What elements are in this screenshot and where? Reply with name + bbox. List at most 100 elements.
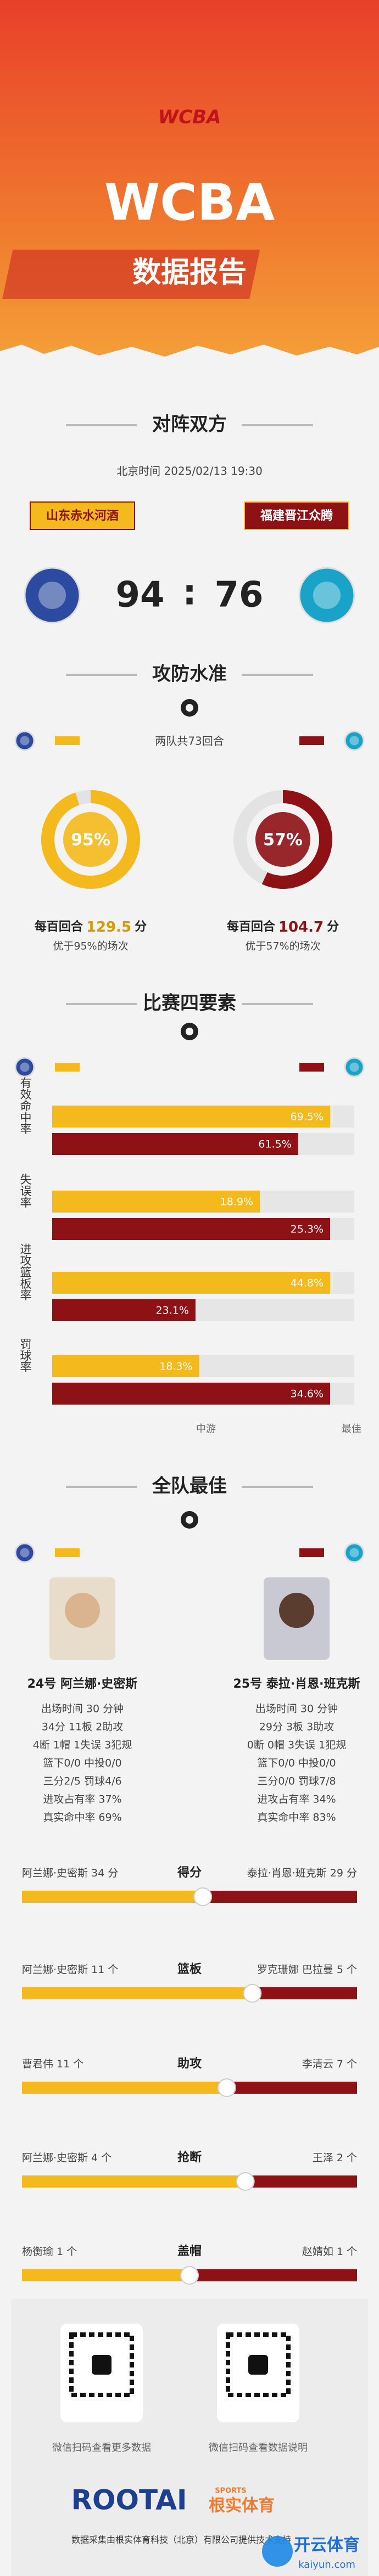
right-bar xyxy=(203,1891,357,1903)
right-unit: 个 xyxy=(347,2246,357,2258)
factor-value: 18.9% xyxy=(220,1196,253,1208)
legend-swatch xyxy=(299,736,324,745)
team-logo xyxy=(349,1062,359,1072)
team-logo xyxy=(20,1062,30,1072)
donut-center xyxy=(63,812,118,867)
brand-sub: SPORTS xyxy=(215,2487,247,2495)
watermark-url: kaiyun.com xyxy=(298,2559,355,2571)
text-line: 杨衡瑜 1 个 xyxy=(22,2246,77,2258)
brand-cn: 根实体育 xyxy=(209,2496,275,2516)
text-line: 曹君伟 11 个 xyxy=(22,2058,83,2070)
left-value: 1 xyxy=(57,2246,63,2258)
player-stat: 三分2/5 罚球4/6 xyxy=(43,1775,121,1788)
player-stat: 进攻占有率 37% xyxy=(43,1794,121,1806)
section-heading: 比赛四要素 xyxy=(143,993,236,1014)
right-player: 王泽 xyxy=(313,2152,333,2164)
text-line: 阿兰娜·史密斯 4 个 xyxy=(22,2152,112,2164)
left-bar xyxy=(22,2269,190,2281)
away-team-name: 福建晋江众腾 xyxy=(260,509,333,523)
factor-label: 有效命中率 xyxy=(19,1077,32,1135)
logo: WCBA xyxy=(158,106,221,128)
per100-points: 104.7 xyxy=(278,919,324,935)
factor-bar xyxy=(52,1133,298,1155)
split-marker xyxy=(217,2078,236,2097)
per100-label: 每百回合 xyxy=(35,920,83,934)
per100-unit: 分 xyxy=(327,920,339,934)
score-separator: : xyxy=(182,573,197,613)
comparison-category: 得分 xyxy=(177,1865,202,1880)
right-value: 7 xyxy=(337,2058,343,2070)
player-head xyxy=(65,1593,100,1628)
qr-center xyxy=(92,2355,112,2375)
left-player: 阿兰娜·史密斯 xyxy=(22,1964,88,1976)
left-player: 杨衡瑜 xyxy=(22,2246,53,2258)
factor-bar xyxy=(52,1299,196,1321)
brand: ROOTAI xyxy=(71,2484,187,2516)
team-logo xyxy=(38,582,66,609)
player-stat: 34分 11板 2助攻 xyxy=(42,1721,124,1733)
subtitle: 数据报告 xyxy=(132,256,247,289)
player-stat: 真实命中率 69% xyxy=(43,1812,121,1824)
heading-rule xyxy=(242,674,313,676)
left-unit: 分 xyxy=(108,1867,118,1879)
text-line: 王泽 2 个 xyxy=(313,2152,357,2164)
percentile-label: 57% xyxy=(263,831,303,850)
left-player: 阿兰娜·史密斯 xyxy=(22,1867,88,1879)
factor-label: 罚球率 xyxy=(19,1338,32,1373)
player-stat: 真实命中率 83% xyxy=(257,1812,336,1824)
right-bar xyxy=(252,1987,357,1999)
player-name: 25号 泰拉·肖恩·班克斯 xyxy=(233,1677,360,1691)
section-heading: 对阵双方 xyxy=(152,414,227,436)
left-bar xyxy=(22,2082,227,2094)
heading-rule xyxy=(66,1486,137,1488)
team-logo xyxy=(20,1548,30,1558)
team-logo xyxy=(14,1057,35,1078)
team-logo xyxy=(14,730,35,751)
section-icon xyxy=(186,1516,193,1524)
comparison-category: 盖帽 xyxy=(177,2244,202,2258)
right-unit: 分 xyxy=(347,1867,357,1879)
text-line: 每百回合 104.7 分 xyxy=(227,919,339,935)
left-bar xyxy=(22,1891,203,1903)
home-team-name: 山东赤水河酒 xyxy=(46,509,119,523)
qr-caption: 微信扫码查看数据说明 xyxy=(209,2442,308,2454)
factor-bar xyxy=(52,1272,330,1294)
left-unit: 个 xyxy=(108,1964,118,1976)
per100-points: 129.5 xyxy=(86,919,131,935)
section-heading: 攻防水准 xyxy=(152,663,227,685)
percentile-label: 95% xyxy=(71,831,110,850)
split-marker xyxy=(193,1887,213,1906)
player-stat: 29分 3板 3助攻 xyxy=(259,1721,334,1733)
factor-label: 失误率 xyxy=(19,1174,32,1208)
team-logo xyxy=(298,567,355,624)
left-unit: 个 xyxy=(73,2058,83,2070)
scale-best: 最佳 xyxy=(342,1423,361,1435)
factor-value: 44.8% xyxy=(291,1277,324,1289)
factor-value: 34.6% xyxy=(291,1388,324,1400)
team-logo xyxy=(344,730,365,751)
comparison-category: 篮板 xyxy=(177,1962,202,1976)
donut-arc xyxy=(261,790,332,889)
player-name: 24号 阿兰娜·史密斯 xyxy=(27,1677,138,1691)
right-player: 泰拉·肖恩·班克斯 xyxy=(247,1867,327,1879)
section-icon xyxy=(186,704,193,712)
player-stat: 篮下0/0 中投0/0 xyxy=(257,1757,336,1769)
legend-swatch xyxy=(55,736,80,745)
heading-rule xyxy=(242,424,313,426)
split-marker xyxy=(180,2266,199,2285)
factor-bar xyxy=(52,1191,260,1213)
legend-swatch xyxy=(299,1548,324,1557)
watermark-icon xyxy=(262,2536,293,2567)
qr-center xyxy=(248,2355,268,2375)
header-bg xyxy=(0,0,379,379)
left-unit: 个 xyxy=(101,2152,112,2164)
right-unit: 个 xyxy=(347,2152,357,2164)
player-head xyxy=(279,1593,314,1628)
qr-code xyxy=(69,2332,134,2397)
factor-bar xyxy=(52,1383,330,1405)
per100-label: 每百回合 xyxy=(227,920,276,934)
factor-label: 进攻篮板率 xyxy=(19,1243,32,1301)
text-line: 阿兰娜·史密斯 11 个 xyxy=(22,1964,118,1976)
subtitle-banner xyxy=(2,250,260,299)
right-value: 5 xyxy=(337,1964,343,1976)
